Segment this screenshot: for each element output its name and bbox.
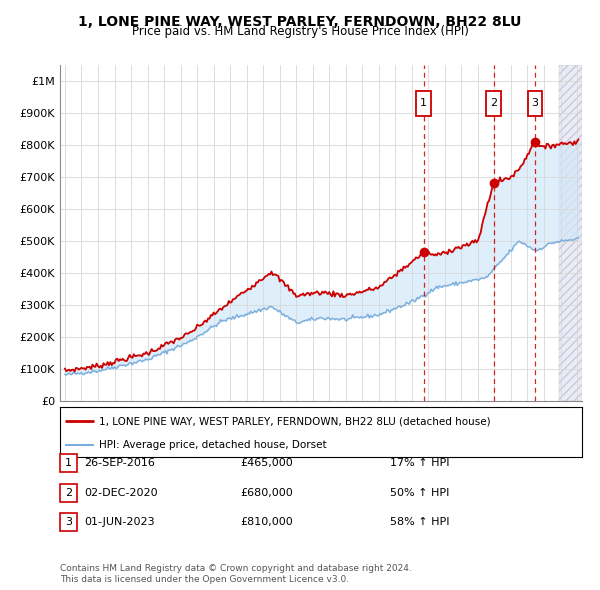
Text: Contains HM Land Registry data © Crown copyright and database right 2024.: Contains HM Land Registry data © Crown c… xyxy=(60,565,412,573)
Text: HPI: Average price, detached house, Dorset: HPI: Average price, detached house, Dors… xyxy=(99,440,327,450)
Bar xyxy=(416,91,431,116)
Text: 2: 2 xyxy=(65,488,72,497)
Text: 58% ↑ HPI: 58% ↑ HPI xyxy=(390,517,449,527)
Text: 1, LONE PINE WAY, WEST PARLEY, FERNDOWN, BH22 8LU (detached house): 1, LONE PINE WAY, WEST PARLEY, FERNDOWN,… xyxy=(99,416,491,426)
Bar xyxy=(527,91,542,116)
Text: This data is licensed under the Open Government Licence v3.0.: This data is licensed under the Open Gov… xyxy=(60,575,349,584)
Text: 50% ↑ HPI: 50% ↑ HPI xyxy=(390,488,449,497)
Bar xyxy=(487,91,501,116)
Text: 02-DEC-2020: 02-DEC-2020 xyxy=(84,488,158,497)
Text: 1: 1 xyxy=(420,99,427,109)
Text: 26-SEP-2016: 26-SEP-2016 xyxy=(84,458,155,468)
Text: 2: 2 xyxy=(490,99,497,109)
Text: £465,000: £465,000 xyxy=(240,458,293,468)
Text: £810,000: £810,000 xyxy=(240,517,293,527)
Text: £680,000: £680,000 xyxy=(240,488,293,497)
Text: 17% ↑ HPI: 17% ↑ HPI xyxy=(390,458,449,468)
Text: 01-JUN-2023: 01-JUN-2023 xyxy=(84,517,155,527)
Text: 1, LONE PINE WAY, WEST PARLEY, FERNDOWN, BH22 8LU: 1, LONE PINE WAY, WEST PARLEY, FERNDOWN,… xyxy=(79,15,521,29)
Text: 3: 3 xyxy=(65,517,72,527)
Text: 1: 1 xyxy=(65,458,72,468)
Text: Price paid vs. HM Land Registry's House Price Index (HPI): Price paid vs. HM Land Registry's House … xyxy=(131,25,469,38)
Bar xyxy=(559,65,582,401)
Text: 3: 3 xyxy=(532,99,539,109)
Bar xyxy=(559,65,582,401)
